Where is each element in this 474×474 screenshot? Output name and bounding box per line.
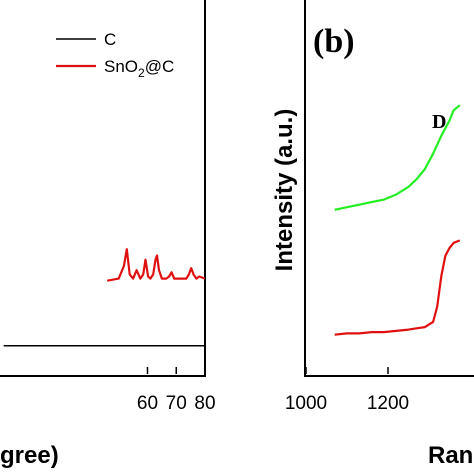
panel-b-series-line-1	[334, 239, 461, 336]
panel-a-x-axis-title: gree)	[0, 442, 59, 469]
panel-a-series	[3, 248, 206, 347]
panel-b-plot-frame	[304, 0, 474, 377]
panel-b-label: (b)	[313, 23, 355, 60]
legend-label-sno2c: SnO2@C	[104, 57, 174, 80]
panel-b-y-axis-title: Intensity (a.u.)	[271, 109, 298, 272]
panel-b-x-tick-label-1000: 1000	[285, 393, 327, 414]
panel-b: 1000 1200 (b) D Intensity (a.u.) Ran	[271, 0, 474, 469]
panel-b-x-tick-label-1200: 1200	[367, 393, 409, 414]
panel-b-x-ticks: 1000 1200	[285, 367, 409, 414]
panel-b-series	[334, 104, 461, 336]
panel-a-legend: C SnO2@C	[56, 30, 174, 80]
panel-a-x-ticks: 60 70 80	[137, 367, 216, 414]
panel-a: 60 70 80 C SnO2@C gree)	[0, 0, 216, 469]
panel-a-plot-frame	[0, 0, 206, 377]
panel-a-x-tick-label-60: 60	[137, 393, 158, 414]
panel-b-series-line-0	[334, 104, 461, 211]
panel-b-x-axis-title: Ran	[428, 442, 473, 469]
panel-a-series-sno2-c	[107, 248, 206, 282]
panel-a-x-tick-label-70: 70	[166, 393, 187, 414]
legend-label-c: C	[104, 30, 116, 49]
peak-label-d: D	[432, 111, 446, 133]
panel-a-x-tick-label-80: 80	[194, 393, 215, 414]
